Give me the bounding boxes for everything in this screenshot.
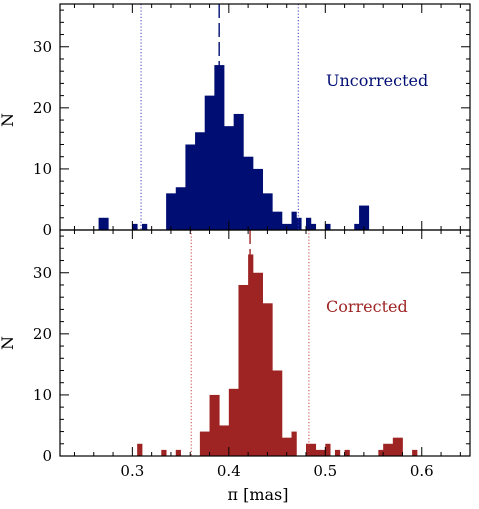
panel-corrected: 0 10 20 30 0.3 0.4 0.5 0.6 (33, 229, 471, 480)
histogram-bar (142, 223, 148, 230)
histogram-bar (209, 394, 215, 456)
histogram-bar (315, 449, 321, 456)
x-tick-label: 0.3 (120, 462, 144, 480)
y-tick-label: 10 (33, 386, 52, 404)
y-tick-label: 30 (33, 264, 52, 282)
histogram-bar (132, 223, 138, 230)
histogram-bar (204, 95, 210, 231)
histogram-bar (228, 126, 235, 230)
histogram-bar (320, 449, 326, 456)
histogram-bar (233, 113, 239, 230)
histogram-bar (199, 132, 206, 230)
histogram-bar (224, 126, 230, 230)
histogram-bar (252, 272, 259, 456)
histogram-bar (199, 431, 206, 456)
uncorrected-label: Uncorrected (326, 71, 428, 90)
y-tick-label: 0 (42, 447, 52, 465)
histogram-bar (388, 443, 394, 456)
corrected-label: Corrected (326, 297, 408, 316)
histogram-bar (248, 156, 254, 230)
histogram-bar (281, 223, 288, 230)
histogram-bar (363, 205, 370, 230)
histogram-bar (325, 223, 331, 230)
histogram-bar (224, 425, 230, 456)
histogram-bar (267, 193, 273, 230)
histogram-bar (204, 431, 210, 456)
histogram-bar (238, 284, 244, 456)
histogram-bar (238, 113, 244, 230)
histogram-bar (310, 223, 317, 230)
histogram-bar (209, 95, 215, 231)
histogram-bar (281, 437, 288, 456)
histogram-bar (219, 65, 225, 230)
histogram-bar (170, 193, 177, 230)
histogram-bar (359, 205, 365, 230)
histogram-bar (277, 370, 283, 456)
histogram-bar (190, 144, 196, 230)
histogram-bar (262, 193, 268, 230)
histogram-bar (397, 437, 403, 456)
y-tick-label: 20 (33, 325, 52, 343)
histogram-bar (334, 449, 341, 456)
histogram-bar (98, 217, 104, 230)
histogram-bar (272, 211, 278, 230)
histogram-bar (161, 449, 167, 456)
histogram-bar (291, 431, 297, 456)
histogram-bar (166, 193, 172, 230)
histogram-bar (344, 449, 350, 456)
histogram-bar (286, 223, 292, 230)
y-tick-label: 30 (33, 38, 52, 56)
histogram-bar (306, 443, 312, 456)
histogram-bar (412, 449, 418, 456)
histogram-bar (180, 187, 186, 230)
histogram-bar (233, 388, 239, 456)
bottom-y-axis-label: N (0, 336, 17, 350)
histogram-bar (383, 443, 389, 456)
histogram-bar (262, 303, 268, 456)
histogram-bar (354, 223, 360, 230)
histogram-bar (277, 211, 283, 230)
histogram-bar (175, 449, 181, 456)
histogram-bar (252, 168, 259, 230)
histogram-bar (257, 168, 263, 230)
histogram-bar (219, 425, 225, 456)
histogram-bar (175, 187, 181, 230)
histogram-bar (296, 217, 302, 230)
histogram-bar (214, 65, 220, 230)
histogram-bar (325, 443, 331, 456)
histogram-bar (392, 437, 399, 456)
histogram-bar (272, 370, 278, 456)
x-tick-label: 0.5 (313, 462, 337, 480)
histogram-bar (185, 144, 191, 230)
y-tick-label: 20 (33, 99, 52, 117)
panel-uncorrected: 0 10 20 30 (33, 3, 471, 239)
histogram-bar (137, 443, 143, 456)
histogram-bar (306, 217, 312, 230)
histogram-bar (291, 211, 297, 230)
top-y-axis-label: N (0, 113, 17, 127)
histogram-bar (243, 284, 249, 456)
histogram-bar (286, 437, 292, 456)
histogram-bar (243, 156, 249, 230)
x-tick-label: 0.6 (410, 462, 434, 480)
histogram-bar (228, 388, 235, 456)
histogram-bar (267, 303, 273, 456)
x-tick-label: 0.4 (217, 462, 241, 480)
histogram-bar (214, 394, 220, 456)
histogram-bar (310, 443, 317, 456)
x-axis-label: π [mas] (227, 485, 288, 504)
plot-frame (59, 229, 471, 457)
y-tick-label: 10 (33, 160, 52, 178)
histogram-bar (257, 272, 263, 456)
histogram-bar (103, 217, 109, 230)
histogram-bar (195, 132, 201, 230)
histogram-bar (378, 449, 384, 456)
y-tick-label: 0 (42, 221, 52, 239)
